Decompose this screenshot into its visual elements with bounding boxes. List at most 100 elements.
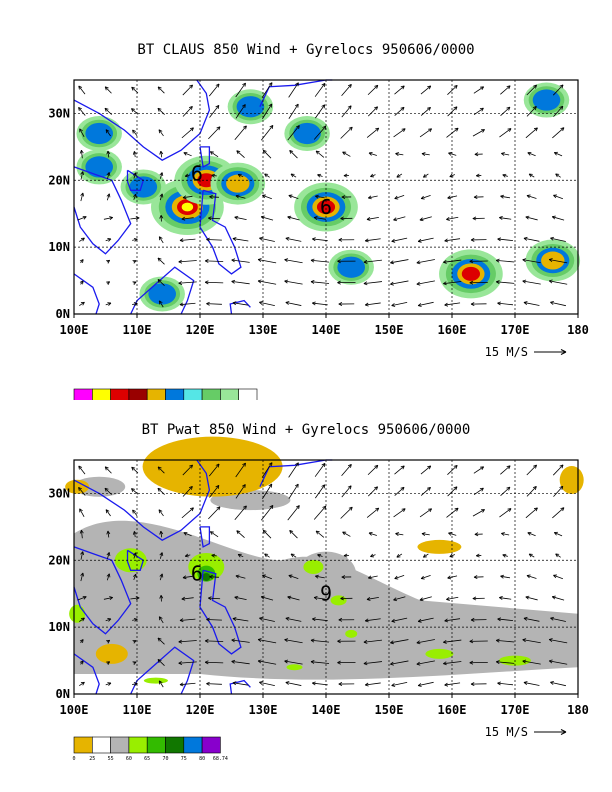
wind-arrow xyxy=(396,553,403,558)
wind-arrow-head xyxy=(448,532,453,536)
wind-arrow-head xyxy=(208,596,212,601)
wind-arrow xyxy=(181,596,194,601)
wind-arrow-head xyxy=(242,82,246,87)
wind-arrow-head xyxy=(446,597,450,601)
pwat-core xyxy=(69,604,86,623)
wind-arrow-head xyxy=(550,681,554,685)
wind-arrow-shaft xyxy=(522,639,541,644)
wind-arrow-head xyxy=(343,173,348,178)
wind-arrow xyxy=(104,86,112,94)
wind-arrow-shaft xyxy=(205,661,224,664)
wind-arrow xyxy=(548,258,568,264)
wind-arrow-head xyxy=(158,300,163,305)
wind-arrow xyxy=(211,173,217,178)
wind-arrow-head xyxy=(133,302,138,306)
wind-arrow-head xyxy=(390,281,394,286)
wind-arrow xyxy=(157,279,165,287)
wind-arrow-head xyxy=(159,193,164,198)
wind-arrow xyxy=(474,152,483,157)
cloud-contour xyxy=(85,122,114,145)
wind-arrow-head xyxy=(262,574,266,579)
wind-arrow-shaft xyxy=(526,195,537,199)
wind-arrow-head xyxy=(184,173,189,178)
wind-arrow-head xyxy=(391,683,396,687)
wind-arrow-head xyxy=(427,465,432,470)
wind-arrow-shaft xyxy=(419,596,432,601)
wind-arrow-head xyxy=(548,258,553,262)
wind-arrow-shaft xyxy=(499,128,512,138)
wind-arrow-head xyxy=(158,129,163,134)
wind-arrow-head xyxy=(370,173,374,178)
wind-arrow xyxy=(363,281,383,286)
wind-arrow xyxy=(179,302,196,307)
wind-arrow-shaft xyxy=(446,596,459,600)
y-tick-label: 10N xyxy=(48,620,70,634)
wind-arrow xyxy=(337,259,356,264)
wind-arrow xyxy=(103,216,113,221)
wind-arrow-shaft xyxy=(158,300,164,308)
wind-arrow-shaft xyxy=(418,301,434,307)
wind-arrow-head xyxy=(216,126,221,131)
wind-arrow xyxy=(469,259,488,264)
wind-arrow-shaft xyxy=(158,509,164,517)
wind-arrow-shaft xyxy=(497,238,514,242)
wind-arrow-head xyxy=(315,530,320,535)
wind-arrow xyxy=(417,237,434,243)
wind-arrow-shaft xyxy=(317,174,323,177)
wind-arrow-shaft xyxy=(391,301,408,306)
wind-arrow-head xyxy=(400,465,405,470)
wind-arrow-head xyxy=(400,85,405,90)
wind-arrow xyxy=(261,462,273,478)
wind-arrow xyxy=(232,681,249,686)
wind-arrow xyxy=(159,573,164,581)
wind-arrow-shaft xyxy=(236,530,245,539)
wind-arrow xyxy=(363,661,383,666)
wind-arrow xyxy=(396,173,403,178)
wind-arrow xyxy=(446,596,459,601)
wind-arrow-head xyxy=(548,638,553,642)
wind-arrow-head xyxy=(426,106,431,111)
wind-arrow-shaft xyxy=(553,574,564,580)
wind-arrow-head xyxy=(444,682,449,687)
wind-arrow-shaft xyxy=(420,194,431,200)
wind-arrow xyxy=(527,151,536,157)
wind-arrow-shaft xyxy=(181,127,194,139)
wind-arrow xyxy=(234,505,247,521)
wind-arrow-shaft xyxy=(527,152,536,157)
wind-arrow xyxy=(157,659,165,667)
wind-arrow-shaft xyxy=(259,301,275,307)
wind-arrow-shaft xyxy=(390,259,409,264)
wind-arrow-shaft xyxy=(550,681,566,687)
wind-arrow xyxy=(105,129,111,137)
wind-arrow xyxy=(553,485,564,497)
wind-arrow-shaft xyxy=(178,661,197,664)
x-tick-label: 180 xyxy=(567,323,589,337)
wind-arrow xyxy=(178,259,197,264)
wind-arrow-shaft xyxy=(416,280,435,285)
wind-arrow xyxy=(182,485,193,497)
wind-arrow xyxy=(417,301,434,307)
wind-arrow-shaft xyxy=(80,192,84,202)
cloud-contour xyxy=(85,156,114,178)
wind-arrow-head xyxy=(289,149,294,154)
wind-arrow-shaft xyxy=(314,83,326,97)
wind-arrow xyxy=(502,553,508,558)
wind-arrow xyxy=(364,618,381,623)
wind-arrow-head xyxy=(390,640,394,645)
wind-arrow-shaft xyxy=(79,508,85,518)
wind-arrow-shaft xyxy=(340,506,353,519)
wind-arrow-head xyxy=(322,505,327,510)
wind-arrow xyxy=(312,681,328,686)
wind-arrow-head xyxy=(337,639,341,644)
wind-arrow-shaft xyxy=(363,281,383,285)
wind-arrow-head xyxy=(189,127,194,132)
wind-arrow-shaft xyxy=(182,195,193,199)
wind-arrow xyxy=(132,237,138,242)
wind-arrow xyxy=(235,574,246,579)
wind-arrow xyxy=(287,595,300,601)
wind-arrow xyxy=(262,574,272,580)
wind-arrow-head xyxy=(257,659,262,664)
wind-arrow-head xyxy=(106,552,111,556)
x-tick-label: 170E xyxy=(501,703,530,717)
wind-arrow-shaft xyxy=(522,259,541,264)
